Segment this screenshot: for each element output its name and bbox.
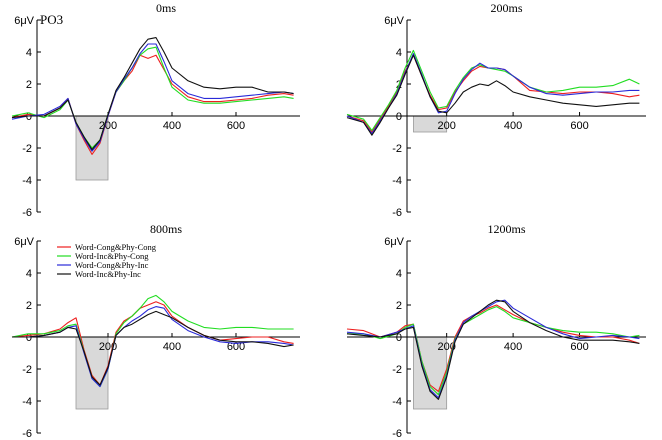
series-line-4	[346, 54, 640, 136]
series-line-1	[346, 54, 640, 133]
y-unit-label: 6μV	[384, 236, 404, 248]
y-tick-label: 4	[396, 47, 402, 59]
y-tick-label: -6	[22, 207, 32, 219]
series-line-3	[12, 306, 294, 388]
panel-1: 6μV 4 2 0 -2 -4 -6 200 400 600 0ms PO3	[11, 1, 300, 219]
x-tick-label: 400	[163, 120, 181, 132]
series-line-4	[346, 299, 640, 400]
y-tick-label: -2	[392, 364, 402, 376]
y-tick-label: -4	[22, 175, 32, 187]
y-tick-label: 2	[26, 79, 32, 91]
panel-title: 1200ms	[487, 222, 525, 236]
legend-label: Word-Inc&Phy-Inc	[75, 269, 141, 279]
legend-label: Word-Cong&Phy-Inc	[75, 260, 149, 270]
y-tick-label: 0	[26, 111, 32, 123]
x-tick-label: 600	[570, 120, 588, 132]
x-tick-label: 600	[570, 341, 588, 353]
x-tick-label: 600	[227, 120, 245, 132]
y-unit-label: 6μV	[384, 15, 404, 27]
y-tick-label: 2	[26, 300, 32, 312]
y-tick-label: -2	[392, 143, 402, 155]
legend-label: Word-Inc&Phy-Cong	[75, 251, 149, 261]
y-tick-label: 4	[26, 268, 32, 280]
x-tick-label: 600	[227, 341, 245, 353]
y-tick-label: -2	[22, 143, 32, 155]
x-tick-label: 400	[504, 341, 522, 353]
y-tick-label: -4	[392, 396, 402, 408]
y-tick-label: -6	[392, 428, 402, 440]
series-line-2	[11, 46, 294, 149]
y-tick-label: -4	[22, 396, 32, 408]
channel-label: PO3	[40, 12, 63, 27]
panel-title: 200ms	[490, 1, 522, 15]
series-line-3	[11, 43, 294, 152]
panel-title: 800ms	[150, 222, 182, 236]
x-tick-label: 200	[437, 120, 455, 132]
y-unit-label: 6μV	[14, 236, 34, 248]
analysis-window-shade	[75, 336, 109, 410]
y-tick-label: 2	[396, 300, 402, 312]
series-line-1	[346, 304, 640, 392]
x-tick-label: 400	[504, 120, 522, 132]
y-tick-label: 0	[26, 332, 32, 344]
series-line-1	[11, 54, 294, 155]
series-line-4	[11, 37, 294, 151]
series-line-2	[347, 306, 640, 396]
y-tick-label: 4	[396, 268, 402, 280]
y-unit-label: 6μV	[14, 15, 34, 27]
y-tick-label: -4	[392, 175, 402, 187]
y-tick-label: 0	[396, 111, 402, 123]
legend-label: Word-Cong&Phy-Cong	[75, 242, 157, 252]
y-tick-label: -6	[22, 428, 32, 440]
x-tick-label: 400	[163, 341, 181, 353]
y-tick-label: 4	[26, 47, 32, 59]
panel-title: 0ms	[156, 1, 176, 15]
series-line-3	[346, 53, 640, 135]
series-line-4	[12, 310, 294, 386]
series-line-2	[11, 294, 294, 388]
y-tick-label: 0	[396, 332, 402, 344]
legend: Word-Cong&Phy-CongWord-Inc&Phy-CongWord-…	[57, 242, 157, 279]
series-line-2	[346, 49, 640, 131]
series-line-1	[11, 301, 294, 386]
y-tick-label: -6	[392, 207, 402, 219]
x-tick-label: 200	[99, 120, 117, 132]
series-line-3	[346, 299, 640, 399]
y-tick-label: -2	[22, 364, 32, 376]
